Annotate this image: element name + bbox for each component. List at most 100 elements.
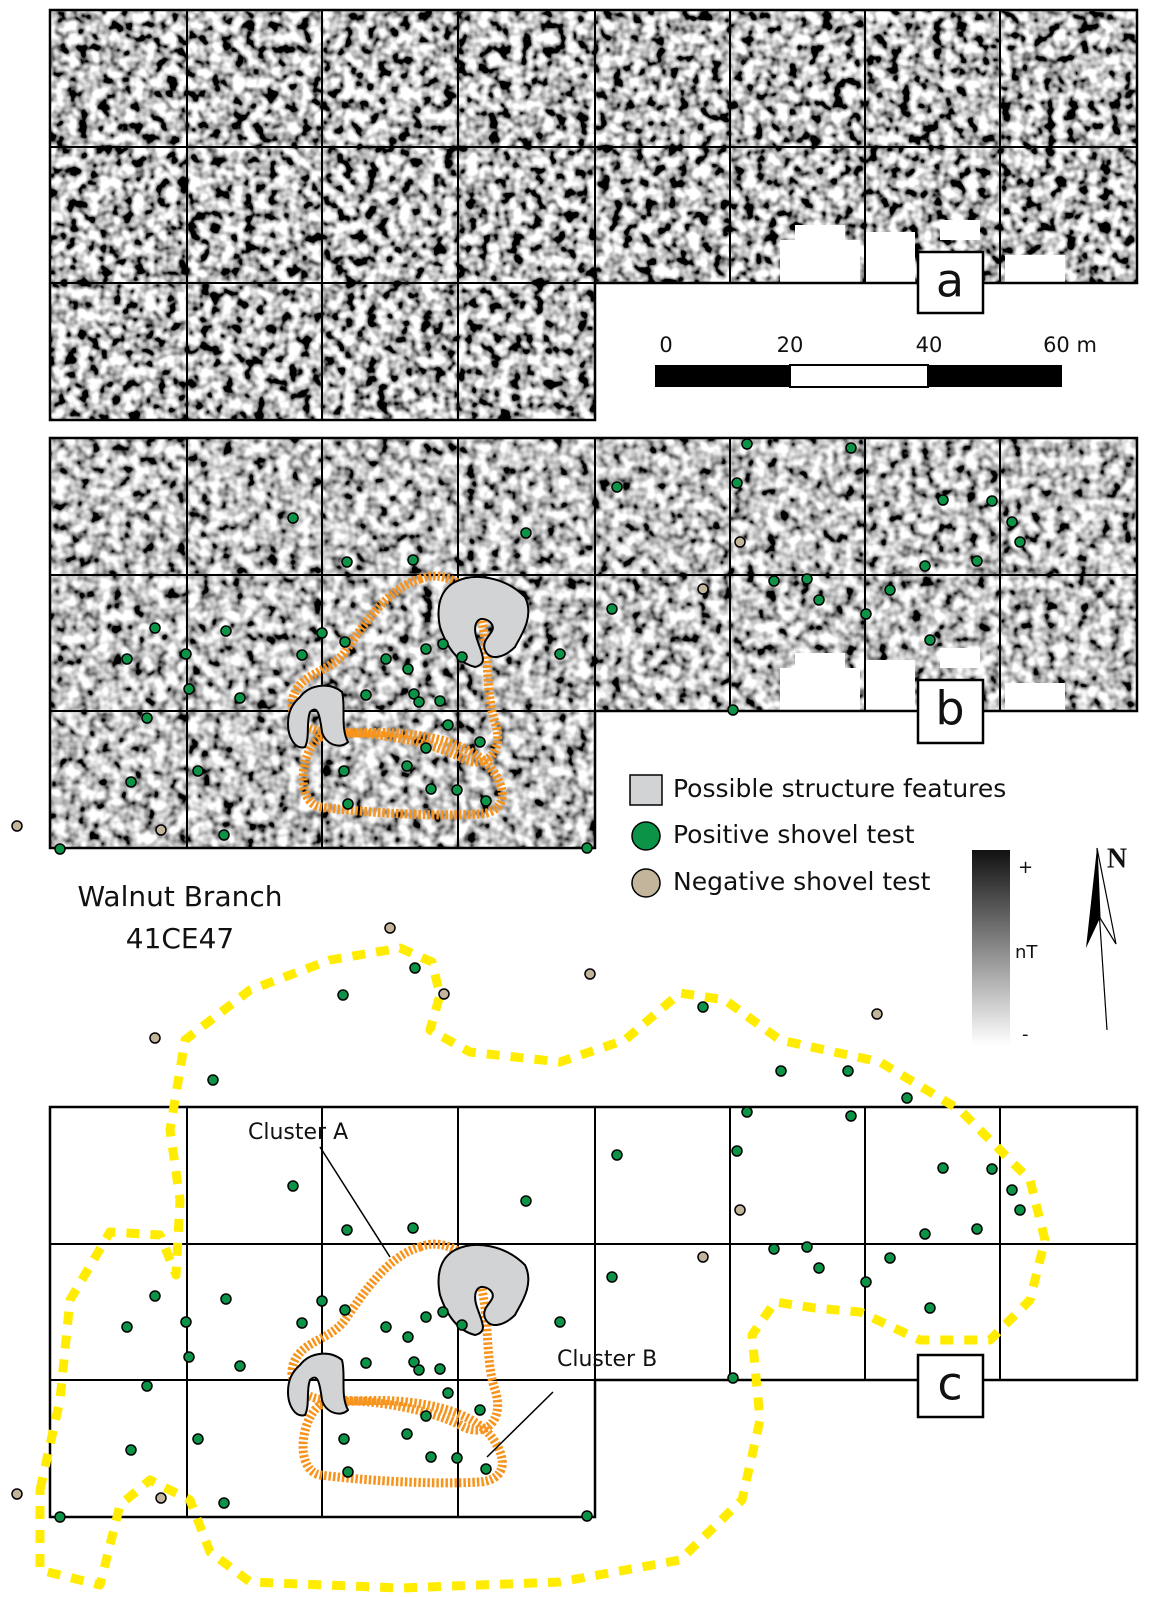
positive-shovel-test [381,1322,391,1332]
positive-shovel-test [421,1411,431,1421]
positive-shovel-test [403,664,413,674]
positive-shovel-test [607,1272,617,1282]
positive-shovel-test [339,1434,349,1444]
positive-shovel-test [814,595,824,605]
positive-shovel-test [142,1381,152,1391]
survey-gap [1005,255,1065,283]
positive-shovel-test [846,443,856,453]
positive-shovel-test [555,1317,565,1327]
scale-label: 60 m [1043,333,1097,357]
positive-shovel-test [288,513,298,523]
positive-shovel-test [728,705,738,715]
positive-shovel-test [403,1332,413,1342]
scale-label: 40 [916,333,943,357]
positive-shovel-test [408,1223,418,1233]
negative-shovel-test [12,821,22,831]
positive-shovel-test [193,1434,203,1444]
positive-shovel-test [338,990,348,1000]
imagery-panel [50,10,1137,420]
positive-shovel-test [435,1364,445,1374]
positive-shovel-test [742,1107,752,1117]
north-arrow: N [1086,843,1127,1030]
positive-shovel-test [769,576,779,586]
positive-shovel-test [181,1317,191,1327]
positive-shovel-test [150,623,160,633]
positive-shovel-test [555,649,565,659]
positive-shovel-test [732,478,742,488]
positive-shovel-test [481,796,491,806]
panel-label-c: c [918,1355,983,1417]
positive-shovel-test [381,654,391,664]
positive-shovel-test [802,574,812,584]
positive-shovel-test [421,1312,431,1322]
positive-shovel-test [408,555,418,565]
survey-gap [865,660,915,711]
color-scale-min: - [1022,1024,1029,1045]
positive-shovel-test [339,766,349,776]
survey-gap [795,653,845,673]
positive-shovel-test [426,784,436,794]
legend-swatch [632,822,660,850]
leader-line [320,1147,390,1257]
positive-shovel-test [457,1320,467,1330]
positive-shovel-test [920,561,930,571]
legend-swatch [632,869,660,897]
survey-gap [780,668,860,711]
positive-shovel-test [410,963,420,973]
positive-shovel-test [402,1429,412,1439]
positive-shovel-test [452,1453,462,1463]
legend-label: Possible structure features [673,774,1006,803]
positive-shovel-test [421,743,431,753]
positive-shovel-test [55,1512,65,1522]
positive-shovel-test [343,799,353,809]
positive-shovel-test [802,1242,812,1252]
negative-shovel-test [439,989,449,999]
positive-shovel-test [150,1291,160,1301]
positive-shovel-test [902,1093,912,1103]
positive-shovel-test [885,1253,895,1263]
scale-label: 0 [659,333,672,357]
negative-shovel-test [585,969,595,979]
panel-label-a: a [918,252,983,313]
positive-shovel-test [452,785,462,795]
panel-label: a [936,254,964,308]
positive-shovel-test [340,1305,350,1315]
legend: Possible structure features Positive sho… [630,774,1006,897]
feature-layer [12,923,1025,1522]
positive-shovel-test [612,1150,622,1160]
positive-shovel-test [421,644,431,654]
color-scale-unit: nT [1015,942,1038,963]
positive-shovel-test [193,766,203,776]
positive-shovel-test [481,1464,491,1474]
negative-shovel-test [150,1033,160,1043]
positive-shovel-test [317,628,327,638]
positive-shovel-test [55,844,65,854]
positive-shovel-test [361,690,371,700]
survey-gap [940,220,980,240]
survey-gap [940,648,980,668]
positive-shovel-test [732,1146,742,1156]
survey-gap [795,225,845,245]
positive-shovel-test [920,1229,930,1239]
positive-shovel-test [297,650,307,660]
positive-shovel-test [582,1511,592,1521]
positive-shovel-test [414,1365,424,1375]
positive-shovel-test [698,1002,708,1012]
positive-shovel-test [343,1467,353,1477]
positive-shovel-test [1007,517,1017,527]
panel-label: c [937,1357,962,1411]
survey-gap [780,240,860,283]
cluster-label: Cluster A [248,1120,348,1145]
positive-shovel-test [475,737,485,747]
positive-shovel-test [475,1405,485,1415]
positive-shovel-test [972,556,982,566]
site-code: 41CE47 [126,922,235,955]
positive-shovel-test [938,495,948,505]
positive-shovel-test [340,637,350,647]
positive-shovel-test [1007,1185,1017,1195]
positive-shovel-test [925,635,935,645]
positive-shovel-test [1015,537,1025,547]
positive-shovel-test [221,1294,231,1304]
positive-shovel-test [457,652,467,662]
positive-shovel-test [435,696,445,706]
